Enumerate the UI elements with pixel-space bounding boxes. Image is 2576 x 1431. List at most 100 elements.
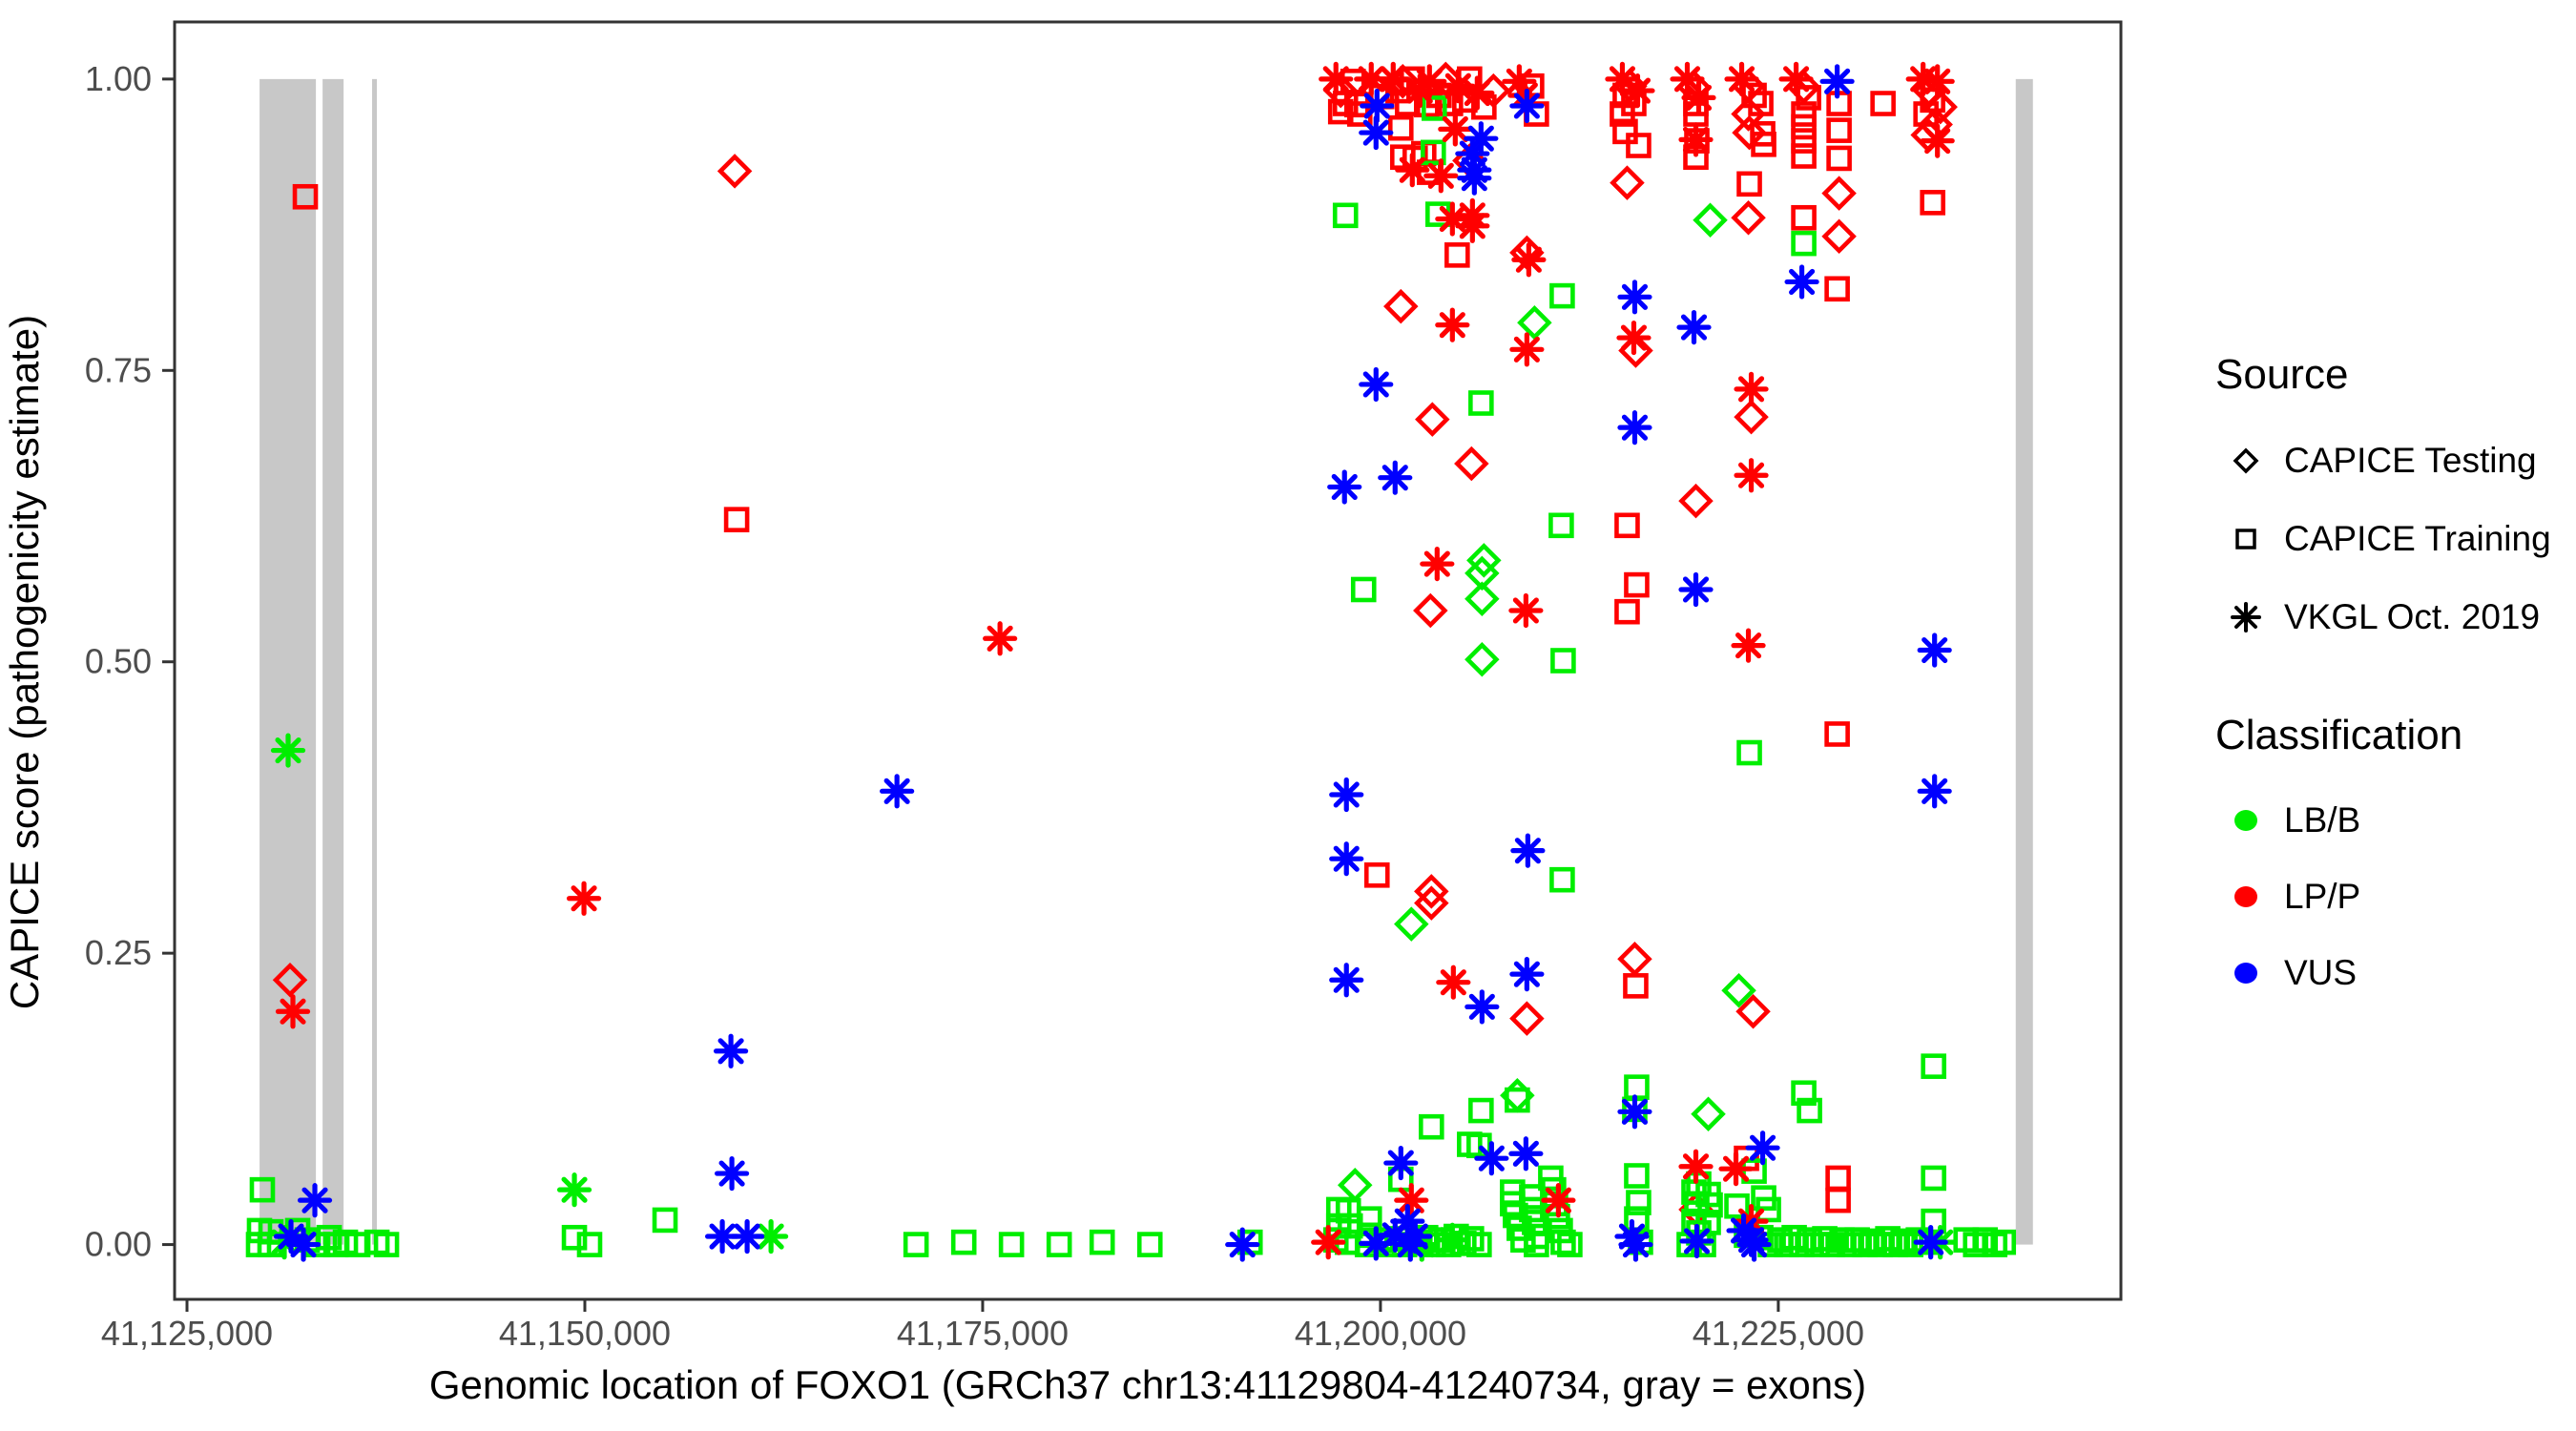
marker-asterisk-vus bbox=[1509, 957, 1545, 992]
marker-square-lbb bbox=[1089, 1229, 1115, 1255]
marker-diamond-lpp bbox=[1414, 874, 1449, 909]
marker-square-lpp bbox=[1626, 133, 1652, 158]
marker-asterisk-vus bbox=[1679, 1223, 1714, 1259]
marker-square-lpp bbox=[1614, 598, 1640, 625]
marker-asterisk-vus bbox=[1457, 160, 1492, 196]
marker-asterisk-lpp bbox=[1509, 332, 1545, 367]
marker-diamond-lbb bbox=[1466, 543, 1502, 578]
marker-square-lpp bbox=[1920, 190, 1945, 216]
marker-diamond-lbb bbox=[1691, 1096, 1726, 1132]
marker-square-lpp bbox=[1913, 101, 1939, 127]
x-tick-label: 41,150,000 bbox=[499, 1314, 671, 1353]
x-tick-label: 41,225,000 bbox=[1693, 1314, 1864, 1353]
data-points bbox=[245, 61, 2017, 1262]
marker-asterisk-lpp bbox=[1435, 307, 1470, 342]
legend-source-title: Source bbox=[2215, 351, 2349, 398]
marker-square-lpp bbox=[1791, 204, 1817, 231]
marker-square-lbb bbox=[1046, 1232, 1072, 1257]
marker-asterisk-vus bbox=[1784, 264, 1819, 300]
marker-diamond-lbb bbox=[1517, 304, 1552, 341]
marker-square-lpp bbox=[1444, 242, 1470, 268]
marker-asterisk-lpp bbox=[983, 621, 1018, 656]
marker-square-lbb bbox=[1921, 1165, 1946, 1192]
marker-square-lbb bbox=[1548, 512, 1574, 539]
marker-square-lbb bbox=[1332, 202, 1359, 229]
marker-asterisk-lpp bbox=[275, 994, 311, 1029]
marker-square-lpp bbox=[1825, 1187, 1851, 1213]
marker-diamond-lpp bbox=[1735, 993, 1771, 1029]
marker-square-lbb bbox=[1505, 1087, 1530, 1113]
marker-asterisk-vus bbox=[1474, 1141, 1509, 1176]
marker-diamond-lbb bbox=[1394, 906, 1429, 942]
marker-square-lbb bbox=[1543, 1191, 1568, 1217]
marker-diamond-lbb bbox=[1465, 581, 1500, 617]
marker-asterisk-lpp bbox=[1423, 158, 1459, 194]
marker-asterisk-vus bbox=[1617, 410, 1652, 446]
exon-bars bbox=[260, 78, 2033, 1245]
marker-square-lbb bbox=[1549, 282, 1575, 309]
marker-square-lpp bbox=[1748, 91, 1774, 116]
marker-square-lbb bbox=[561, 1224, 588, 1251]
marker-asterisk-lbb bbox=[556, 1172, 592, 1208]
marker-asterisk-lbb bbox=[1435, 1222, 1470, 1257]
marker-square-lbb bbox=[1468, 390, 1494, 416]
marker-asterisk-vus bbox=[1676, 309, 1712, 345]
marker-square-lpp bbox=[1791, 114, 1817, 140]
marker-asterisk-vus bbox=[1327, 469, 1362, 505]
marker-asterisk-vus bbox=[1508, 1136, 1544, 1172]
panel-border bbox=[173, 20, 2123, 1301]
marker-asterisk-lpp bbox=[1436, 964, 1471, 1000]
marker-asterisk-lpp bbox=[1605, 61, 1640, 96]
marker-diamond-lpp bbox=[1821, 218, 1857, 255]
marker-asterisk-lpp bbox=[1620, 73, 1655, 109]
marker-asterisk-vus bbox=[714, 1155, 750, 1192]
marker-asterisk-lpp bbox=[1438, 112, 1473, 147]
marker-asterisk-vus bbox=[1383, 1145, 1419, 1181]
marker-square-lbb bbox=[1791, 1080, 1817, 1107]
marker-asterisk-lpp bbox=[1734, 458, 1769, 493]
marker-square-lpp bbox=[292, 183, 319, 210]
legend-classification-title: Classification bbox=[2215, 712, 2463, 758]
marker-square-lbb bbox=[1697, 1192, 1723, 1218]
lpp-dot-icon bbox=[2215, 866, 2276, 927]
marker-asterisk-lpp bbox=[1319, 61, 1354, 96]
marker-diamond-lpp bbox=[1610, 165, 1645, 200]
marker-asterisk-vus bbox=[1510, 833, 1546, 868]
marker-square-lbb bbox=[1419, 1113, 1444, 1140]
marker-square-lpp bbox=[1736, 171, 1762, 197]
diamond-icon bbox=[2215, 430, 2276, 491]
marker-square-lbb bbox=[1990, 1229, 2017, 1255]
marker-square-lbb bbox=[1557, 1232, 1583, 1257]
marker-asterisk-lbb bbox=[270, 733, 306, 768]
x-tick-label: 41,175,000 bbox=[897, 1314, 1069, 1353]
marker-asterisk-vus bbox=[1329, 841, 1364, 877]
marker-asterisk-lpp bbox=[1455, 208, 1490, 243]
marker-diamond-lpp bbox=[272, 962, 308, 998]
y-tick-label: 0.50 bbox=[85, 642, 152, 681]
marker-square-lbb bbox=[373, 1232, 400, 1257]
marker-asterisk-vus bbox=[1913, 1225, 1948, 1260]
y-tick-label: 0.75 bbox=[85, 350, 152, 389]
marker-square-lbb bbox=[1468, 1097, 1494, 1124]
x-axis-title: Genomic location of FOXO1 (GRCh37 chr13:… bbox=[428, 1362, 1867, 1407]
marker-square-lbb bbox=[1921, 1053, 1946, 1079]
x-axis: 41,125,000 41,150,000 41,175,000 41,200,000… bbox=[101, 1299, 1864, 1353]
legend-item-label: VKGL Oct. 2019 bbox=[2284, 597, 2541, 636]
marker-diamond-lpp bbox=[1732, 114, 1767, 151]
marker-diamond-lbb bbox=[1693, 202, 1728, 238]
marker-asterisk-lpp bbox=[1778, 61, 1814, 96]
legend-item-label: LP/P bbox=[2284, 877, 2361, 916]
asterisk-icon bbox=[2215, 587, 2276, 648]
marker-asterisk-vus bbox=[1617, 280, 1652, 315]
marker-asterisk-lpp bbox=[1395, 153, 1430, 188]
marker-square-lbb bbox=[1421, 139, 1446, 166]
marker-square-lpp bbox=[1327, 98, 1354, 125]
marker-square-lbb bbox=[1466, 1232, 1492, 1257]
marker-square-lpp bbox=[1612, 118, 1638, 145]
legend-item-vus: VUS bbox=[2215, 935, 2570, 1011]
marker-asterisk-lpp bbox=[1394, 1183, 1429, 1218]
marker-square-lbb bbox=[950, 1229, 977, 1255]
marker-asterisk-vus bbox=[1509, 88, 1545, 124]
marker-asterisk-vus bbox=[1359, 366, 1394, 403]
legend-item-label: CAPICE Testing bbox=[2284, 441, 2537, 480]
